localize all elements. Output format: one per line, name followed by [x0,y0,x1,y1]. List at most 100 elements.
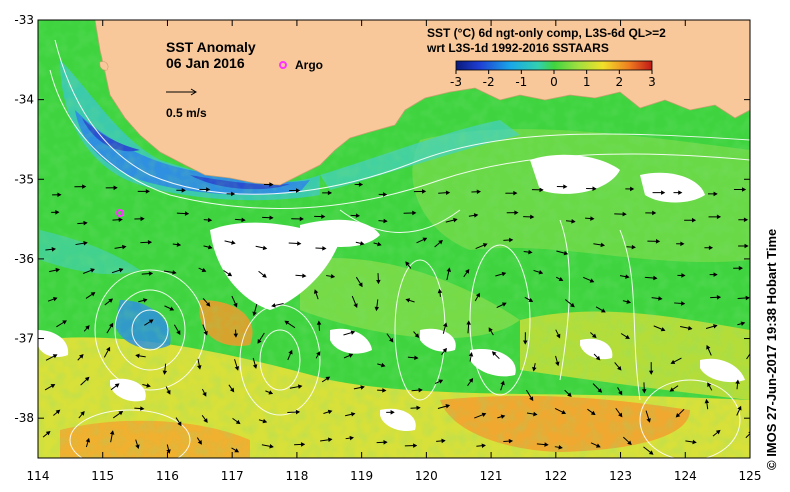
current-vector-head [523,340,528,345]
missing-data-patch [300,219,380,247]
current-vector-head [55,267,61,273]
current-vector-head [389,337,394,343]
current-vector-head [567,392,572,397]
current-vector-head [706,344,711,350]
current-vector-head [678,190,683,195]
current-vector-head [416,405,421,411]
current-vector-head [172,270,177,275]
eddy-contour [131,309,169,351]
vector-scale-label: 0.5 m/s [166,106,207,120]
y-tick-label: -38 [14,411,34,425]
current-vector-head [353,303,358,308]
current-vector-head [90,268,95,273]
colorbar [455,60,653,71]
x-tick-label: 116 [156,469,179,483]
x-tick-label: 114 [27,469,50,483]
current-vector-head [443,322,448,328]
current-vector-head [437,288,443,294]
current-vector-head [641,389,647,394]
x-tick-label: 120 [415,469,438,483]
current-vector-head [653,275,658,281]
current-vector-head [230,191,236,197]
current-vector-head [90,292,96,297]
contour-line [559,219,570,381]
current-vector-head [680,241,685,247]
eddy-contour [469,244,531,396]
current-vector-head [51,247,57,252]
current-vector-head [441,438,446,444]
current-vector-head [376,279,381,285]
current-vector-head [622,211,627,217]
current-vector-head [707,382,712,388]
current-vector-head [405,298,411,303]
current-vector-head [284,320,290,325]
current-vector-head [704,398,710,404]
current-vector-head [738,265,743,271]
current-vector-head [62,320,67,325]
current-vector-head [481,443,486,448]
current-vector-head [184,211,190,216]
y-tick-label: -35 [14,172,34,186]
current-vector-head [508,237,514,243]
current-vector-head [533,411,538,417]
current-vector-head [383,218,388,224]
missing-data-patch [38,330,69,357]
current-vector-head [737,405,742,411]
current-vector-head [743,217,749,223]
eddy-contour [639,379,741,458]
x-tick-label: 122 [544,469,567,483]
current-vector-head [374,306,380,312]
current-vector-head [438,379,444,384]
map-title: SST Anomaly [166,39,256,55]
current-vector-head [687,325,693,331]
current-vector-head [442,347,447,353]
current-vector-head [658,296,663,301]
colorbar-title-line2: wrt L3S-1d 1992-2016 SSTAARS [426,41,609,55]
argo-float-marker [116,209,124,217]
current-vector-head [145,189,151,194]
x-tick-label: 117 [221,469,244,483]
current-vector-head [488,327,493,333]
current-vector-head [316,351,321,356]
current-vector-head [625,274,630,279]
current-vector-head [143,298,148,303]
current-vector-head [652,210,657,216]
current-vector-head [207,217,213,223]
current-vector-head [556,333,561,339]
x-axis: 114 115 116 117 118 119 120 121 122 123 124 125 [27,20,761,483]
current-vector-head [109,322,114,328]
current-vector-head [227,272,233,277]
current-vector-head [118,410,124,416]
current-vector-head [631,244,636,250]
missing-data-patch [470,349,516,377]
current-vector-head [508,438,514,444]
current-vector-head [597,388,603,393]
current-vector-head [412,210,417,216]
colorbar-tick-label: -3 [450,75,462,89]
current-vectors [42,182,750,455]
current-vector-head [558,445,563,450]
current-vector-head [692,439,697,445]
current-vector-head [349,435,355,441]
current-vector-head [390,410,395,415]
current-vector-head [233,302,238,308]
current-vector-head [514,210,519,215]
current-vector-head [618,412,623,418]
current-vector-head [744,243,749,249]
current-vector-head [473,213,479,218]
current-vector-head [113,185,118,191]
current-vector-head [327,437,333,443]
current-vector-head [201,267,207,272]
current-vector-head [166,389,171,395]
current-vector-head [108,298,114,303]
current-vector-head [715,429,721,435]
current-vector-head [670,359,676,364]
current-vector-head [80,411,85,416]
current-vector-head [466,320,471,325]
y-axis: -33-34-35-36-37-38 [14,13,750,425]
current-vector-head [501,302,507,307]
current-vector-head [109,430,115,435]
current-vector-head [207,244,213,250]
current-vector-head [590,410,596,416]
current-vector-head [625,334,630,339]
